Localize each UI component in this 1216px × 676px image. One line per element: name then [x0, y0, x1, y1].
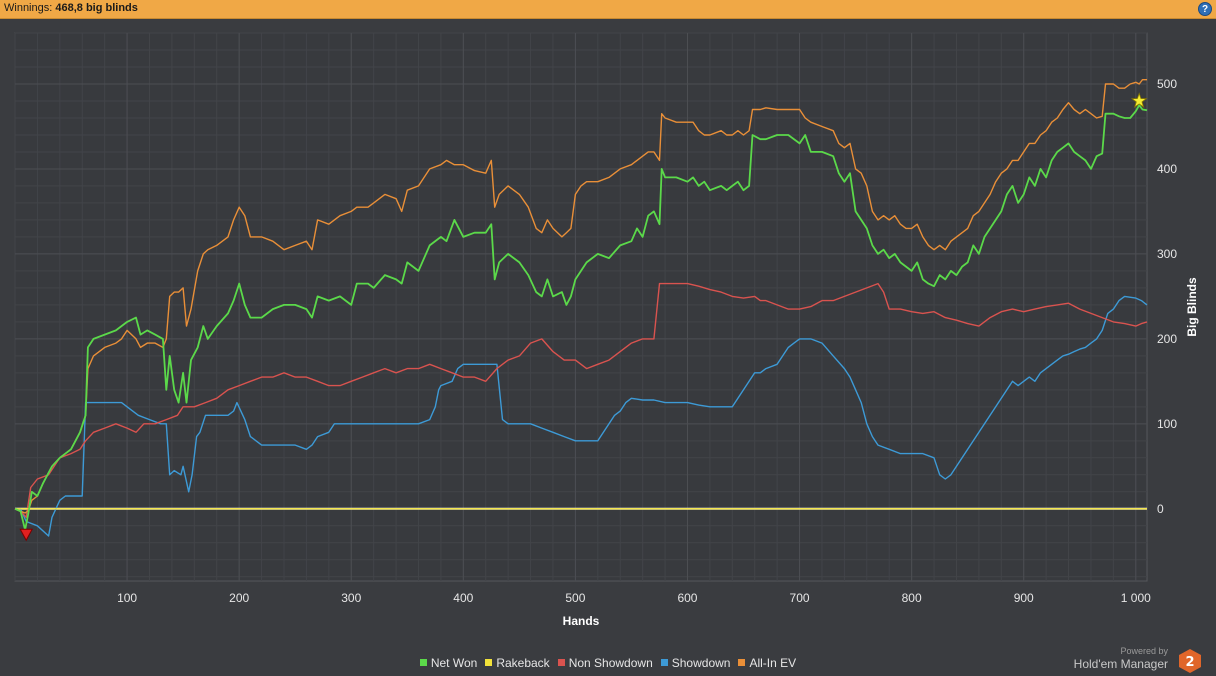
powered-by-text: Powered by: [1120, 646, 1168, 656]
legend: Net Won Rakeback Non Showdown Showdown All-I…: [0, 656, 1216, 670]
x-tick-label: 600: [677, 591, 697, 605]
y-axis-label: Big Blinds: [1185, 277, 1199, 337]
series-line-showdown: [15, 295, 1148, 537]
y-tick-label: 0: [1157, 502, 1164, 516]
brand-logo: Powered by Hold'em Manager 2: [1062, 646, 1202, 674]
legend-swatch: [485, 659, 493, 666]
winnings-value: 468,8 big blinds: [55, 2, 138, 14]
y-tick-label: 400: [1157, 162, 1177, 176]
question-icon[interactable]: ?: [1198, 2, 1212, 16]
winnings-label: Winnings:: [4, 2, 53, 14]
x-tick-label: 200: [229, 591, 249, 605]
legend-label: Rakeback: [496, 656, 550, 670]
header-bar: Winnings: 468,8 big blinds ?: [0, 0, 1216, 19]
legend-item-showdown[interactable]: Showdown: [660, 656, 731, 670]
x-tick-label: 900: [1014, 591, 1034, 605]
x-tick-label: 700: [790, 591, 810, 605]
legend-swatch: [660, 659, 668, 666]
y-tick-label: 200: [1157, 332, 1177, 346]
series-line-non-showdown: [14, 282, 1148, 518]
legend-swatch: [557, 659, 565, 666]
winnings-summary: Winnings: 468,8 big blinds: [4, 2, 138, 14]
x-tick-label: 100: [117, 591, 137, 605]
x-tick-label: 500: [565, 591, 585, 605]
series-line-all-in-ev: [14, 79, 1147, 514]
legend-item-rakeback[interactable]: Rakeback: [485, 656, 550, 670]
legend-item-net-won[interactable]: Net Won: [419, 656, 478, 670]
hm2-logo-version: 2: [1185, 655, 1194, 670]
legend-label: Net Won: [430, 656, 478, 670]
legend-item-all-in-ev[interactable]: All-In EV: [738, 656, 796, 670]
x-tick-label: 300: [341, 591, 361, 605]
legend-label: Showdown: [671, 656, 731, 670]
x-tick-label: 1 000: [1121, 591, 1151, 605]
brand-name: Hold'em Manager: [1073, 657, 1168, 671]
legend-label: All-In EV: [749, 656, 797, 670]
x-tick-label: 800: [902, 591, 922, 605]
series-line-net-won: [14, 104, 1148, 531]
hm2-logo-icon: 2: [1179, 649, 1201, 673]
winnings-chart: 100 200 300 400 500 600 700 800 900 1 000 0 100 200 3…: [14, 32, 1199, 628]
max-marker-star-icon: [1130, 92, 1148, 108]
min-marker-icon: [19, 528, 34, 542]
legend-swatch: [419, 659, 427, 666]
y-tick-label: 300: [1157, 247, 1177, 261]
plot-area: [14, 32, 1148, 582]
legend-item-non-showdown[interactable]: Non Showdown: [557, 656, 653, 670]
x-axis-label: Hands: [563, 614, 600, 628]
y-tick-label: 100: [1157, 417, 1177, 431]
legend-label: Non Showdown: [568, 656, 653, 670]
legend-swatch: [738, 659, 746, 666]
y-tick-label: 500: [1157, 77, 1177, 91]
x-tick-label: 400: [453, 591, 473, 605]
